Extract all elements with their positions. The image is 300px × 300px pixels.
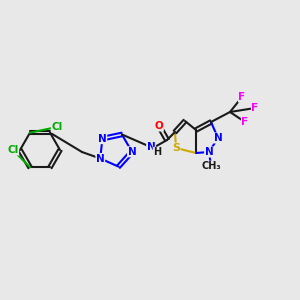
Text: Cl: Cl [51, 122, 63, 132]
Text: S: S [172, 143, 180, 153]
Text: N: N [128, 147, 136, 157]
Text: N: N [205, 147, 213, 157]
Text: N: N [96, 154, 105, 164]
Text: F: F [251, 103, 259, 113]
Text: H: H [153, 147, 161, 157]
Text: CH₃: CH₃ [201, 161, 221, 171]
Text: O: O [154, 121, 164, 131]
Text: N: N [147, 142, 155, 152]
Text: F: F [238, 92, 246, 102]
Text: N: N [98, 134, 107, 144]
Text: Cl: Cl [8, 145, 19, 155]
Text: F: F [242, 117, 249, 127]
Text: N: N [214, 133, 222, 143]
